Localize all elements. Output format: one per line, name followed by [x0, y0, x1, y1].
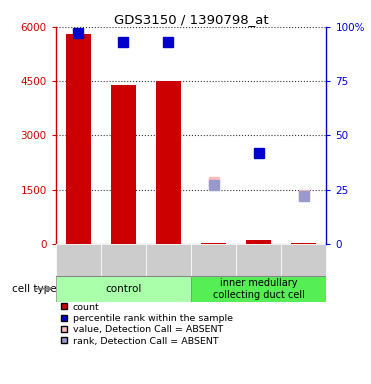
Bar [201, 243, 226, 244]
Bar [191, 276, 326, 302]
Bar [281, 244, 326, 276]
Bar [101, 244, 146, 276]
Text: inner medullary
collecting duct cell: inner medullary collecting duct cell [213, 278, 305, 300]
Text: cell type: cell type [12, 284, 56, 294]
Title: GDS3150 / 1390798_at: GDS3150 / 1390798_at [114, 13, 268, 26]
Bar [66, 34, 91, 244]
Bar [56, 244, 101, 276]
Bar [292, 243, 316, 244]
Bar [111, 85, 136, 244]
Bar [236, 244, 281, 276]
Bar [56, 276, 191, 302]
Bar [146, 244, 191, 276]
Legend: count, percentile rank within the sample, value, Detection Call = ABSENT, rank, : count, percentile rank within the sample… [60, 303, 233, 346]
Bar [246, 240, 271, 244]
Text: control: control [105, 284, 142, 294]
Bar [191, 244, 236, 276]
Bar [156, 81, 181, 244]
